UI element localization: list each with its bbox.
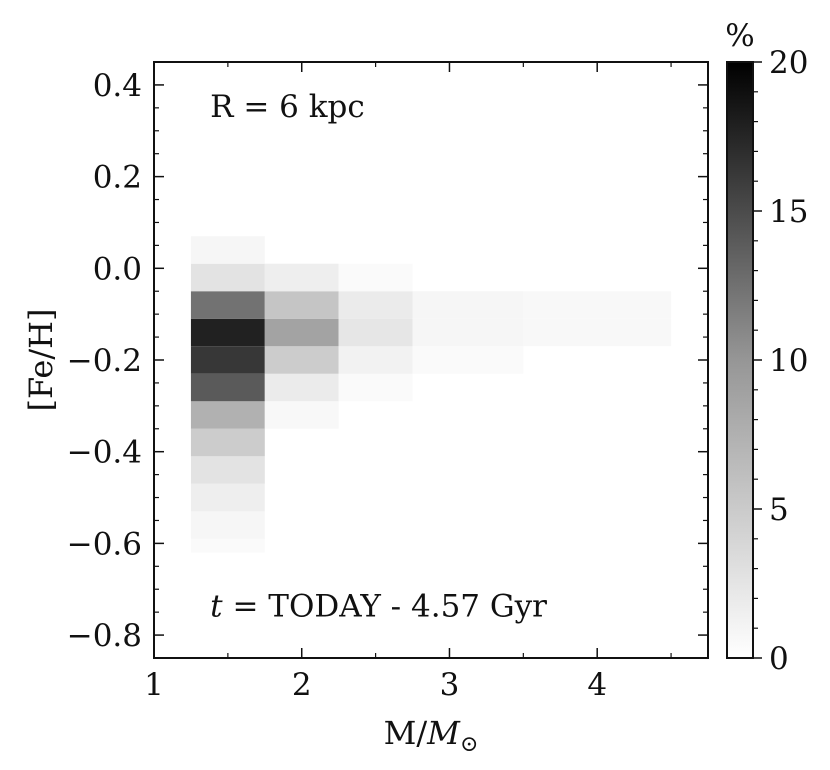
y-tick-label: −0.4: [67, 435, 142, 471]
colorbar-tick-label: 5: [769, 492, 789, 528]
heatmap-cell: [190, 511, 265, 539]
heatmap-cell: [190, 456, 265, 484]
colorbar-tick-label: 15: [769, 194, 808, 230]
axis-ticks: 1 2 3 4 0.4 0.2 0.0 −0.2 −0.4 −0.6 −0.8: [67, 61, 708, 703]
colorbar-gradient: [726, 61, 754, 659]
heatmap-cell: [264, 346, 339, 374]
heatmap-cell: [264, 318, 339, 347]
x-axis-label-symbol: M: [426, 714, 461, 752]
annotation-radius: R = 6 kpc: [210, 89, 365, 125]
heatmap-cell: [190, 538, 265, 553]
annotation-time-symbol: t: [210, 589, 223, 625]
heatmap-cell: [190, 263, 265, 292]
y-tick-label: 0.2: [93, 160, 142, 196]
y-tick-label: −0.8: [67, 618, 142, 654]
heatmap-cell: [190, 373, 265, 402]
heatmap-cell: [264, 373, 339, 402]
heatmap-cell: [190, 291, 265, 319]
y-tick-label: 0.0: [93, 251, 142, 287]
x-tick-label: 4: [587, 667, 607, 703]
colorbar-ticks: 0 5 10 15 20: [753, 45, 808, 677]
heatmap-cell: [264, 401, 339, 429]
heatmap-cell: [338, 346, 413, 374]
colorbar-tick-label: 10: [769, 343, 808, 379]
heatmap-cell: [338, 263, 413, 292]
heatmap-cell: [338, 318, 413, 347]
heatmap-cell: [338, 373, 413, 402]
heatmap-cell: [264, 291, 339, 319]
colorbar-tick-label: 20: [769, 45, 808, 81]
colorbar-label: %: [725, 18, 754, 54]
heatmap-cell: [190, 428, 265, 457]
heatmap-cell: [412, 318, 524, 347]
x-axis-label: M/M⊙: [384, 714, 479, 757]
heatmap-cell: [523, 291, 672, 319]
y-tick-label: −0.6: [67, 526, 142, 562]
heatmap-cell: [412, 291, 524, 319]
heatmap-cell: [412, 346, 524, 374]
annotation-time-text: = TODAY - 4.57 Gyr: [223, 589, 548, 625]
x-tick-label: 3: [440, 667, 460, 703]
annotations: R = 6 kpc t = TODAY - 4.57 Gyr: [210, 89, 547, 625]
heatmap-cell: [190, 318, 265, 347]
y-axis-label: [Fe/H]: [22, 308, 60, 411]
axis-labels: M/M⊙ [Fe/H]: [22, 308, 478, 757]
y-tick-label: −0.2: [67, 343, 142, 379]
y-tick-label: 0.4: [93, 68, 142, 104]
heatmap-cell: [190, 401, 265, 429]
x-tick-label: 2: [292, 667, 312, 703]
heatmap-cell: [190, 346, 265, 374]
x-axis-label-prefix: M/: [384, 714, 428, 752]
heatmap-cell: [264, 263, 339, 292]
heatmap-cell: [338, 291, 413, 319]
colorbar: 0 5 10 15 20 %: [725, 18, 808, 677]
colorbar-tick-label: 0: [769, 641, 789, 677]
heatmap-cell: [190, 236, 265, 264]
heatmap-cell: [523, 318, 672, 347]
heatmap-cell: [190, 483, 265, 512]
x-axis-label-subscript: ⊙: [460, 732, 478, 757]
heatmap-cells: [190, 236, 672, 553]
x-tick-label: 1: [144, 667, 164, 703]
annotation-time: t = TODAY - 4.57 Gyr: [210, 589, 547, 625]
